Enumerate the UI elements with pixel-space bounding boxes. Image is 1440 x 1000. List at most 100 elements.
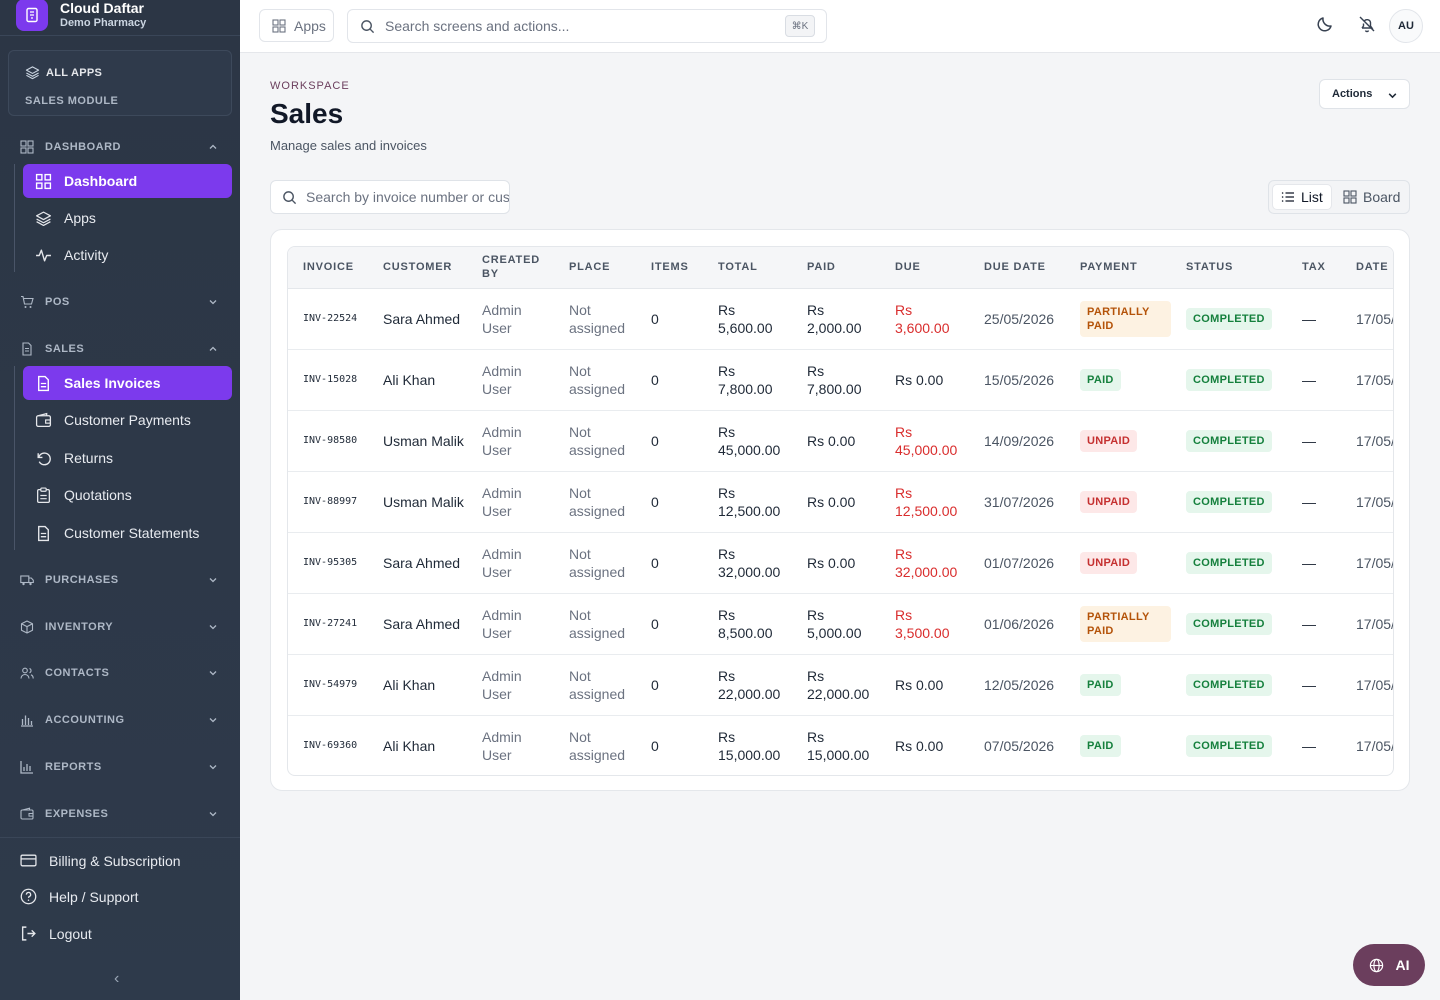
table-row[interactable]: INV-22524 Sara Ahmed Admin User Not assi… (288, 288, 1393, 349)
section-reports[interactable]: REPORTS (0, 756, 240, 778)
invoice-number[interactable]: INV-88997 (303, 496, 358, 507)
column-header-customer[interactable]: CUSTOMER (368, 247, 467, 289)
table-row[interactable]: INV-88997 Usman Malik Admin User Not ass… (288, 471, 1393, 532)
invoice-date: 17/05/2026 (1356, 554, 1393, 571)
global-search-input[interactable]: Search screens and actions... ⌘K (347, 9, 827, 43)
topbar: Apps Search screens and actions... ⌘K AU (240, 0, 1440, 53)
section-pos-label: POS (45, 296, 70, 308)
column-header-status[interactable]: STATUS (1171, 247, 1287, 289)
invoice-number[interactable]: INV-15028 (303, 374, 358, 385)
column-header-payment[interactable]: PAYMENT (1065, 247, 1171, 289)
logout-label: Logout (49, 925, 92, 942)
invoice-number[interactable]: INV-22524 (303, 313, 358, 324)
invoice-date: 17/05/2026 (1356, 310, 1393, 327)
section-dashboard[interactable]: DASHBOARD (0, 136, 240, 158)
globe-icon (1369, 958, 1383, 972)
column-header-date[interactable]: DATE (1341, 247, 1393, 289)
nav-guide-line (14, 164, 15, 272)
invoice-number[interactable]: INV-95305 (303, 557, 358, 568)
paid-amount: Rs 7,800.00 (807, 362, 862, 397)
sidebar-item-quotations[interactable]: Quotations (23, 478, 232, 512)
sidebar-item-activity[interactable]: Activity (23, 238, 232, 272)
table-row[interactable]: INV-54979 Ali Khan Admin User Not assign… (288, 654, 1393, 715)
table-row[interactable]: INV-98580 Usman Malik Admin User Not ass… (288, 410, 1393, 471)
section-accounting[interactable]: ACCOUNTING (0, 709, 240, 731)
bell-off-icon[interactable] (1358, 15, 1376, 33)
invoice-number[interactable]: INV-69360 (303, 740, 358, 752)
section-inventory-label: INVENTORY (45, 621, 114, 633)
customer-name: Ali Khan (383, 676, 436, 693)
help-link[interactable]: Help / Support (20, 888, 139, 905)
view-board-button[interactable]: Board (1335, 184, 1408, 210)
invoice-search-input[interactable]: Search by invoice number or customer (270, 180, 510, 214)
brand[interactable]: Cloud Daftar Demo Pharmacy (0, 0, 240, 36)
activity-icon (36, 248, 51, 262)
column-header-total[interactable]: TOTAL (703, 247, 792, 289)
table-row[interactable]: INV-95305 Sara Ahmed Admin User Not assi… (288, 532, 1393, 593)
due-amount: Rs 45,000.00 (895, 423, 958, 458)
column-header-due[interactable]: DUE (880, 247, 969, 289)
apps-button[interactable]: Apps (259, 9, 334, 42)
column-header-invoice[interactable]: INVOICE (288, 247, 368, 289)
column-header-items[interactable]: ITEMS (636, 247, 703, 289)
column-header-due-date[interactable]: DUE DATE (969, 247, 1065, 289)
column-header-place[interactable]: PLACE (554, 247, 636, 289)
tax-value: — (1302, 493, 1316, 510)
section-purchases[interactable]: PURCHASES (0, 569, 240, 591)
section-inventory[interactable]: INVENTORY (0, 616, 240, 638)
column-header-created-by[interactable]: CREATED BY (467, 247, 554, 289)
column-header-paid[interactable]: PAID (792, 247, 880, 289)
section-expenses-label: EXPENSES (45, 808, 109, 820)
due-date: 14/09/2026 (984, 432, 1055, 449)
view-list-button[interactable]: List (1272, 184, 1332, 210)
chevron-down-icon (1388, 93, 1397, 99)
invoices-table-wrapper[interactable]: INVOICE CUSTOMER CREATED BY PLACE ITEMS … (287, 246, 1394, 776)
invoice-date: 17/05/2026 (1356, 432, 1393, 449)
total-amount: Rs 5,600.00 (718, 301, 773, 336)
due-amount: Rs 0.00 (895, 676, 944, 693)
sidebar-item-dashboard[interactable]: Dashboard (23, 164, 232, 198)
invoice-date: 17/05/2026 (1356, 493, 1393, 510)
sidebar-item-customer-payments[interactable]: Customer Payments (23, 403, 232, 437)
collapse-sidebar-button[interactable]: ‹ (114, 970, 120, 987)
sidebar-item-sales-invoices[interactable]: Sales Invoices (23, 366, 232, 400)
due-amount: Rs 0.00 (895, 737, 944, 754)
global-search-placeholder: Search screens and actions... (385, 18, 570, 34)
billing-link[interactable]: Billing & Subscription (20, 852, 181, 869)
all-apps-link[interactable]: ALL APPS (25, 65, 102, 80)
place: Not assigned (569, 606, 626, 641)
avatar[interactable]: AU (1389, 9, 1423, 43)
items-count: 0 (651, 676, 659, 693)
column-header-tax[interactable]: TAX (1287, 247, 1341, 289)
due-amount: Rs 3,500.00 (895, 606, 950, 641)
section-expenses[interactable]: EXPENSES (0, 803, 240, 825)
sidebar-item-label: Dashboard (64, 173, 138, 189)
sidebar-item-returns[interactable]: Returns (23, 441, 232, 475)
due-date: 07/05/2026 (984, 737, 1055, 754)
table-row[interactable]: INV-15028 Ali Khan Admin User Not assign… (288, 349, 1393, 410)
status-badge: COMPLETED (1186, 612, 1272, 635)
due-amount: Rs 0.00 (895, 371, 944, 388)
total-amount: Rs 22,000.00 (718, 667, 781, 702)
invoice-number[interactable]: INV-54979 (303, 679, 358, 690)
chevron-down-icon (209, 765, 217, 770)
logout-link[interactable]: Logout (20, 925, 92, 942)
view-toggle: List Board (1268, 180, 1410, 214)
sidebar-item-apps[interactable]: Apps (23, 201, 232, 235)
section-pos[interactable]: POS (0, 291, 240, 313)
invoice-number[interactable]: INV-27241 (303, 618, 358, 629)
actions-dropdown-button[interactable]: Actions (1319, 79, 1410, 109)
moon-icon[interactable] (1316, 15, 1334, 33)
table-row[interactable]: INV-69360 Ali Khan Admin User Not assign… (288, 715, 1393, 775)
sidebar-item-customer-statements[interactable]: Customer Statements (23, 516, 232, 550)
search-icon (361, 19, 375, 33)
table-row[interactable]: INV-27241 Sara Ahmed Admin User Not assi… (288, 593, 1393, 654)
section-contacts-label: CONTACTS (45, 667, 110, 679)
section-contacts[interactable]: CONTACTS (0, 662, 240, 684)
section-sales[interactable]: SALES (0, 338, 240, 360)
place: Not assigned (569, 667, 626, 702)
grid-icon (20, 140, 34, 154)
ai-assistant-button[interactable]: AI (1353, 944, 1425, 986)
customer-name: Ali Khan (383, 371, 436, 388)
invoice-number[interactable]: INV-98580 (303, 435, 358, 446)
